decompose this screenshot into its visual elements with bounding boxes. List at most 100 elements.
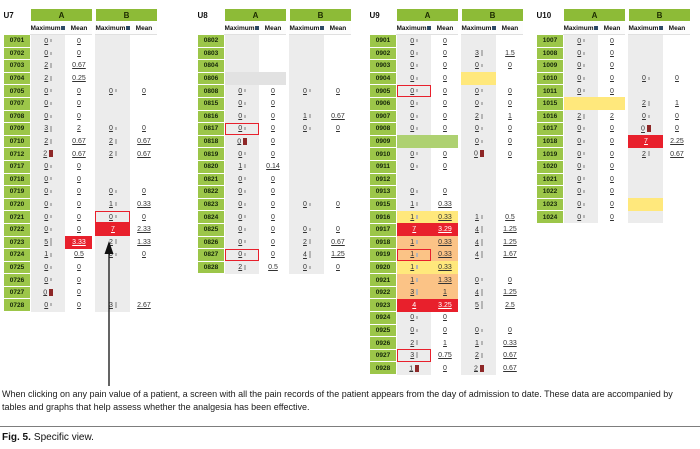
- pain-value-link[interactable]: 7: [412, 226, 417, 234]
- pain-value-link[interactable]: 0: [336, 87, 340, 95]
- pain-value-link[interactable]: 0.33: [137, 201, 151, 209]
- pain-value-link[interactable]: 1.67: [503, 251, 517, 259]
- pain-value-link[interactable]: 2: [44, 62, 49, 70]
- pain-value-link[interactable]: 0: [443, 163, 447, 171]
- pain-value-link[interactable]: 4: [475, 251, 479, 259]
- pain-value-link[interactable]: 0: [577, 75, 582, 83]
- pain-value-link[interactable]: 0: [271, 87, 275, 95]
- pain-value-link[interactable]: 0.5: [74, 251, 84, 259]
- pain-value-link[interactable]: 0: [77, 49, 81, 57]
- pain-value-link[interactable]: 0: [238, 213, 243, 221]
- pain-value-link[interactable]: 0: [443, 326, 447, 334]
- pain-value-link[interactable]: 0: [475, 87, 479, 95]
- pain-value-link[interactable]: 1.25: [503, 226, 517, 234]
- pain-value-link[interactable]: 0: [109, 125, 113, 133]
- pain-value-link[interactable]: 2: [303, 238, 307, 246]
- pain-value-link[interactable]: 0: [577, 87, 582, 95]
- pain-value-link[interactable]: 0: [142, 188, 146, 196]
- pain-value-link[interactable]: 0: [410, 49, 415, 57]
- pain-value-link[interactable]: 0: [44, 112, 49, 120]
- pain-value-link[interactable]: 0: [443, 314, 447, 322]
- pain-value-link[interactable]: 0: [610, 188, 614, 196]
- pain-value-link[interactable]: 0: [443, 188, 447, 196]
- pain-value-link[interactable]: 0: [410, 150, 415, 158]
- pain-value-link[interactable]: 2.5: [505, 301, 515, 309]
- pain-value-link[interactable]: 0: [44, 37, 49, 45]
- pain-value-link[interactable]: 0: [475, 100, 479, 108]
- pain-value-link[interactable]: 0: [77, 175, 81, 183]
- filter-icon[interactable]: [492, 25, 497, 30]
- pain-value-link[interactable]: 0: [44, 276, 49, 284]
- pain-value-link[interactable]: 0: [675, 112, 679, 120]
- pain-value-link[interactable]: 0: [610, 62, 614, 70]
- pain-value-link[interactable]: 0: [238, 87, 243, 95]
- pain-value-link[interactable]: 0: [109, 188, 113, 196]
- filter-icon[interactable]: [427, 25, 432, 30]
- pain-value-link[interactable]: 0: [271, 112, 275, 120]
- pain-value-link[interactable]: 0: [238, 175, 243, 183]
- pain-value-link[interactable]: 1: [475, 339, 479, 347]
- pain-value-link[interactable]: 0: [142, 125, 146, 133]
- pain-value-link[interactable]: 0: [610, 138, 614, 146]
- pain-value-link[interactable]: 0: [77, 213, 81, 221]
- pain-value-link[interactable]: 3.25: [438, 301, 452, 309]
- pain-value-link[interactable]: 3.33: [72, 238, 86, 246]
- pain-value-link[interactable]: 0: [410, 87, 415, 95]
- pain-value-link[interactable]: 0: [303, 125, 307, 133]
- pain-value-link[interactable]: 0: [303, 263, 307, 271]
- pain-value-link[interactable]: 1.33: [438, 276, 452, 284]
- pain-value-link[interactable]: 0: [77, 201, 81, 209]
- pain-value-link[interactable]: 0.67: [72, 150, 86, 158]
- pain-value-link[interactable]: 2.25: [670, 138, 684, 146]
- pain-value-link[interactable]: 0: [77, 301, 81, 309]
- pain-value-link[interactable]: 4: [475, 289, 479, 297]
- pain-value-link[interactable]: 0: [443, 364, 447, 372]
- pain-value-link[interactable]: 2: [610, 112, 614, 120]
- pain-value-link[interactable]: 0: [443, 112, 447, 120]
- pain-value-link[interactable]: 0: [410, 188, 415, 196]
- pain-value-link[interactable]: 0: [77, 188, 81, 196]
- filter-icon[interactable]: [320, 25, 325, 30]
- pain-value-link[interactable]: 1: [410, 276, 415, 284]
- pain-value-link[interactable]: 3: [410, 289, 415, 297]
- pain-value-link[interactable]: 3: [475, 49, 479, 57]
- pain-value-link[interactable]: 0: [508, 276, 512, 284]
- pain-value-link[interactable]: 0: [410, 163, 415, 171]
- pain-value-link[interactable]: 0: [577, 163, 582, 171]
- pain-value-link[interactable]: 0: [271, 188, 275, 196]
- pain-value-link[interactable]: 2: [410, 339, 415, 347]
- pain-value-link[interactable]: 1: [238, 163, 243, 171]
- pain-value-link[interactable]: 1.25: [503, 289, 517, 297]
- pain-value-link[interactable]: 0: [410, 314, 415, 322]
- pain-value-link[interactable]: 0: [577, 49, 582, 57]
- pain-value-link[interactable]: 0: [77, 226, 81, 234]
- pain-value-link[interactable]: 0: [109, 213, 113, 221]
- pain-value-link[interactable]: 0: [43, 289, 48, 297]
- pain-value-link[interactable]: 0: [508, 100, 512, 108]
- pain-value-link[interactable]: 0: [577, 175, 582, 183]
- filter-icon[interactable]: [126, 25, 131, 30]
- filter-icon[interactable]: [594, 25, 599, 30]
- pain-value-link[interactable]: 2: [109, 238, 113, 246]
- pain-value-link[interactable]: 2: [474, 364, 478, 372]
- pain-value-link[interactable]: 0: [577, 188, 582, 196]
- pain-value-link[interactable]: 0: [271, 138, 275, 146]
- pain-value-link[interactable]: 0: [443, 150, 447, 158]
- pain-value-link[interactable]: 0: [303, 87, 307, 95]
- pain-value-link[interactable]: 0.67: [137, 138, 151, 146]
- pain-value-link[interactable]: 4: [475, 226, 479, 234]
- pain-value-link[interactable]: 0: [271, 238, 275, 246]
- pain-value-link[interactable]: 0: [475, 138, 479, 146]
- pain-value-link[interactable]: 0.67: [72, 138, 86, 146]
- pain-value-link[interactable]: 0: [336, 125, 340, 133]
- pain-value-link[interactable]: 1.25: [331, 251, 345, 259]
- pain-value-link[interactable]: 0: [610, 201, 614, 209]
- pain-value-link[interactable]: 0: [238, 100, 243, 108]
- pain-value-link[interactable]: 0: [610, 213, 614, 221]
- pain-value-link[interactable]: 0: [610, 75, 614, 83]
- pain-value-link[interactable]: 0: [443, 87, 447, 95]
- pain-value-link[interactable]: 0: [44, 213, 49, 221]
- pain-value-link[interactable]: 0: [443, 62, 447, 70]
- pain-value-link[interactable]: 0: [77, 163, 81, 171]
- pain-value-link[interactable]: 0: [44, 49, 49, 57]
